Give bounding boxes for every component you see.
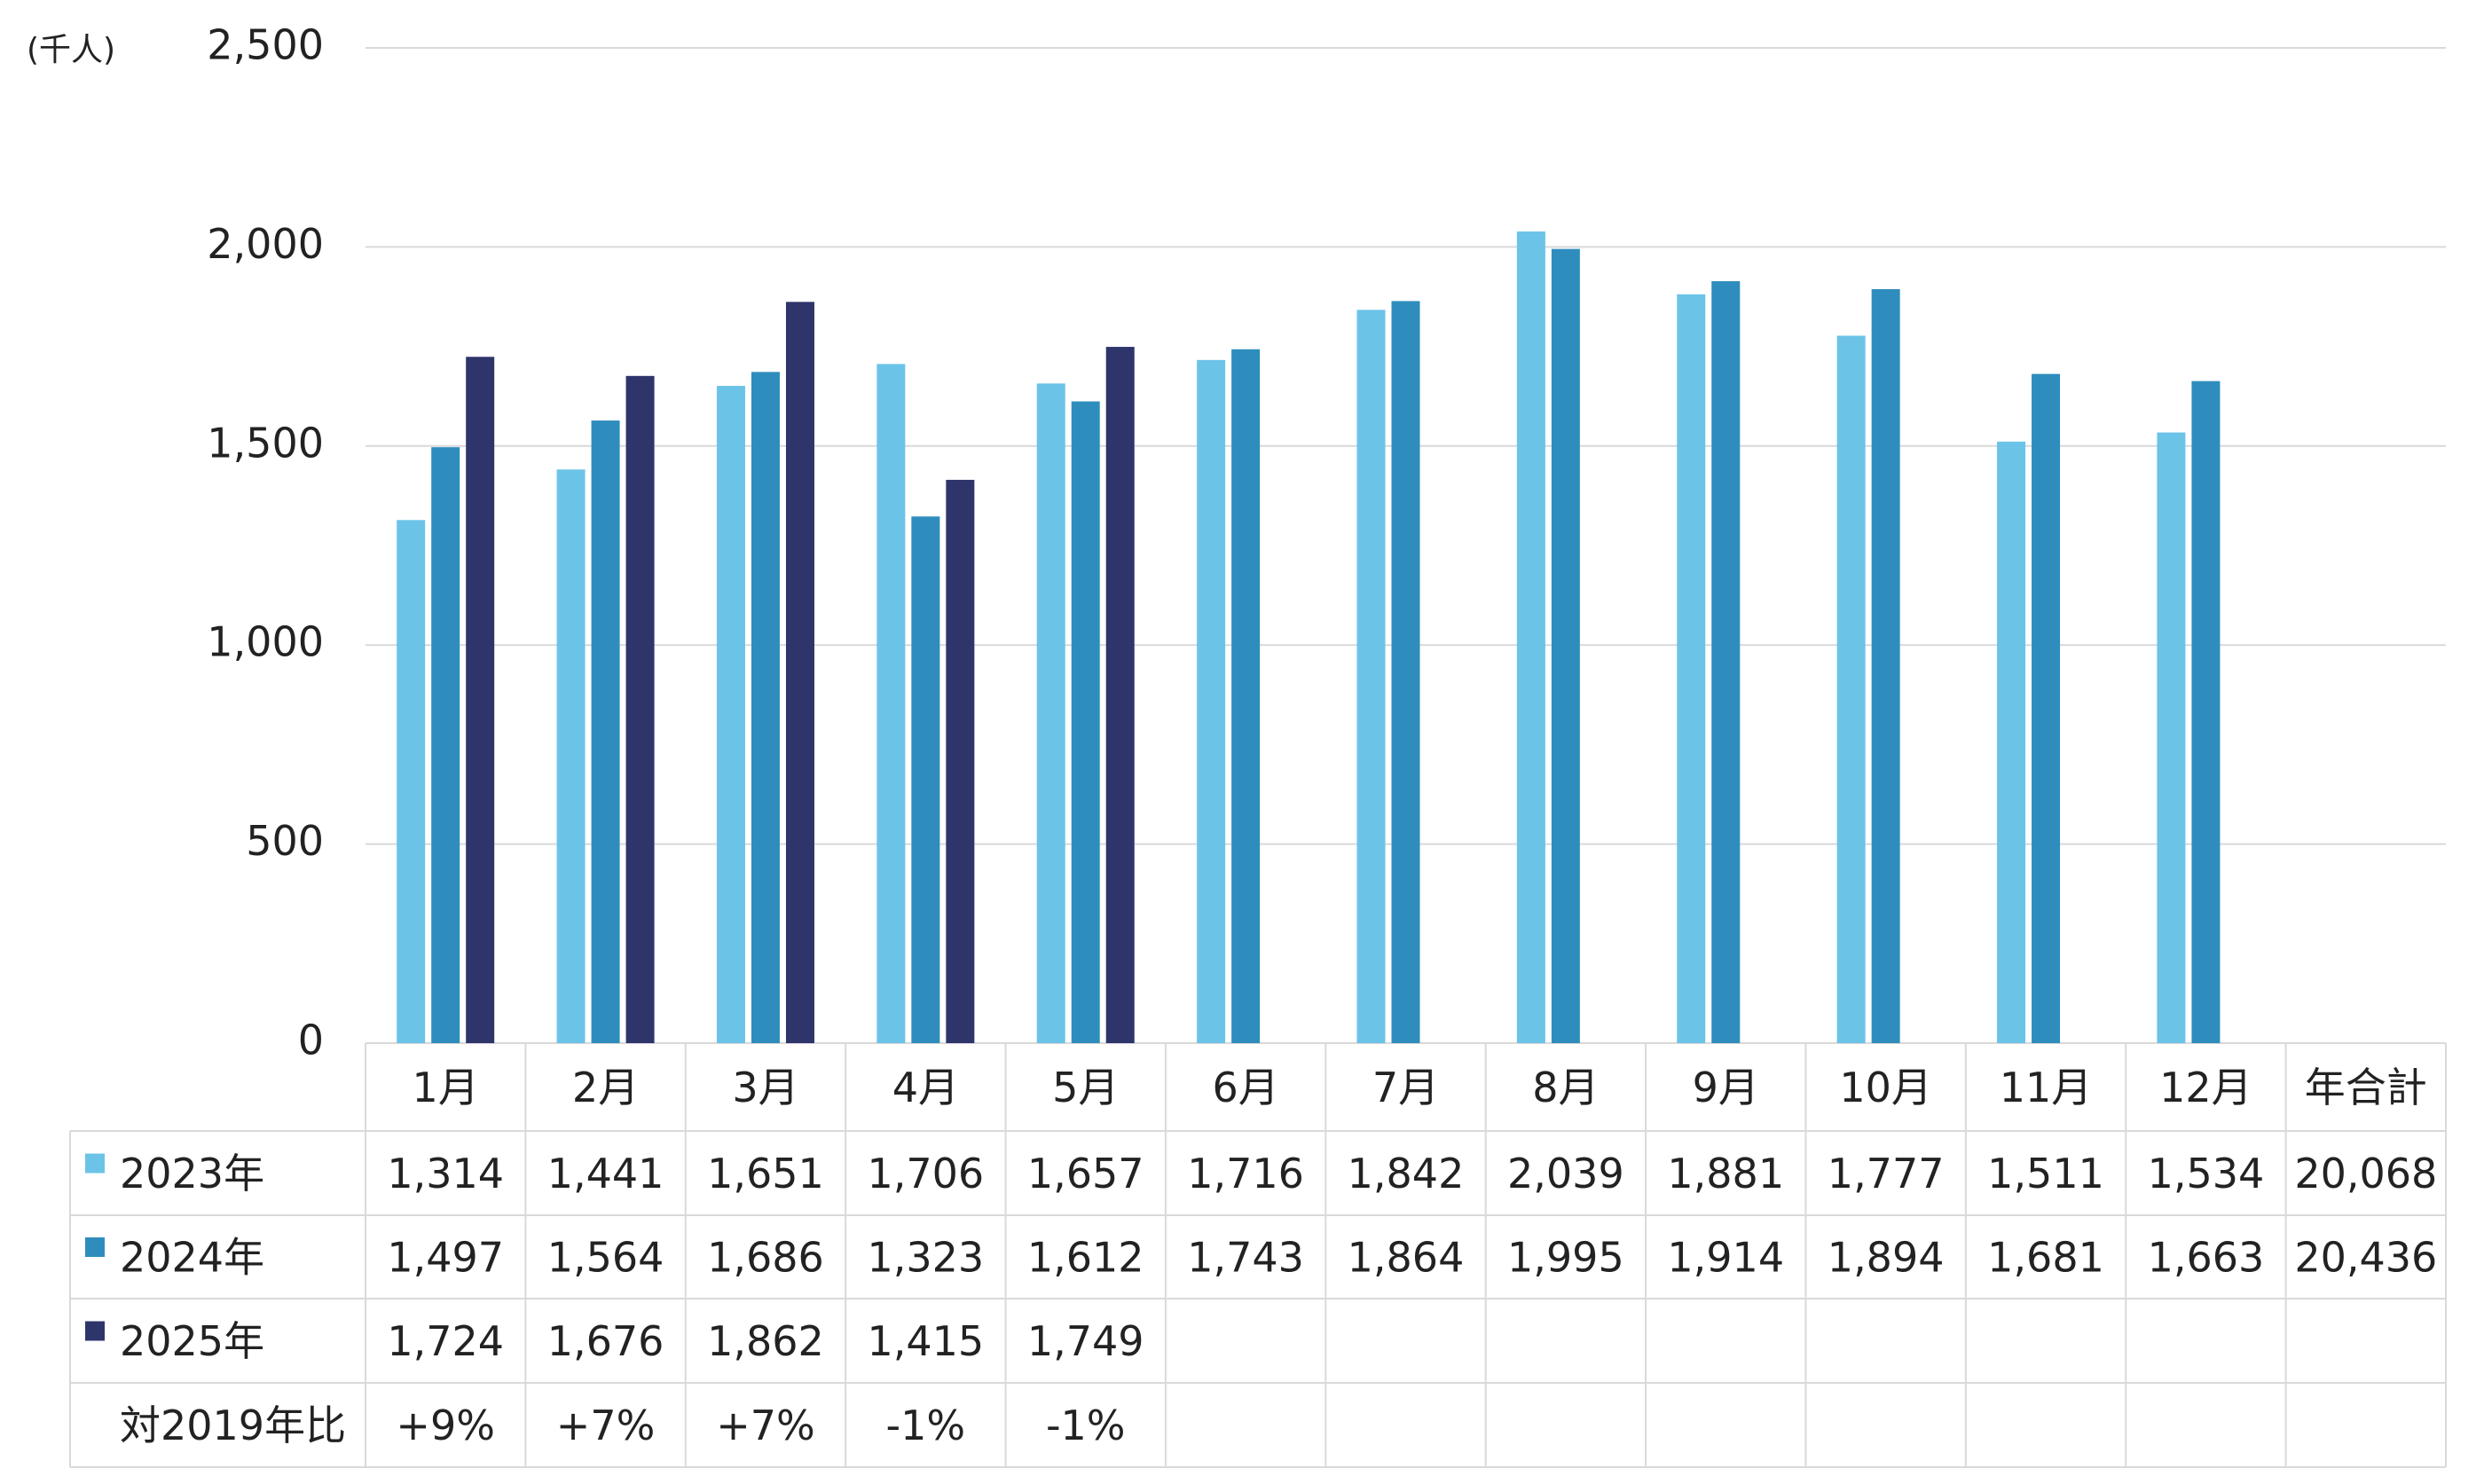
bar <box>1836 335 1866 1043</box>
legend-swatch <box>85 1321 105 1341</box>
table-value: 1,842 <box>1348 1150 1465 1197</box>
bar <box>466 357 495 1043</box>
table-value: 1,441 <box>547 1150 664 1197</box>
table-value: 1,749 <box>1027 1317 1144 1365</box>
bar <box>1197 359 1226 1043</box>
bar <box>591 420 620 1044</box>
bar <box>2191 381 2221 1043</box>
bar <box>716 386 745 1043</box>
table-value: 1,894 <box>1828 1234 1945 1282</box>
bar <box>1071 401 1100 1043</box>
legend-swatch <box>85 1237 105 1257</box>
table-value: 1,724 <box>387 1317 504 1365</box>
table-ratio: +7% <box>556 1402 656 1449</box>
x-tick-label: 1月 <box>413 1064 479 1111</box>
table-value: 1,743 <box>1187 1234 1304 1282</box>
x-tick-label: 9月 <box>1693 1064 1759 1111</box>
table-value: 1,564 <box>547 1234 664 1282</box>
y-tick-label: 2,500 <box>207 21 324 69</box>
table-value: 1,612 <box>1027 1234 1144 1282</box>
x-tick-label: 5月 <box>1052 1064 1119 1111</box>
x-tick-label: 2月 <box>572 1064 639 1111</box>
table-ratio: +9% <box>396 1402 495 1449</box>
bar <box>1231 349 1261 1044</box>
bar <box>1391 301 1420 1044</box>
bar <box>2032 373 2061 1043</box>
x-tick-label: 4月 <box>892 1064 959 1111</box>
bar <box>751 372 780 1043</box>
table-value: 1,676 <box>547 1317 664 1365</box>
legend-label: 2023年 <box>120 1150 264 1197</box>
table-total: 20,068 <box>2294 1150 2437 1197</box>
bar <box>785 302 814 1043</box>
bar <box>1871 288 1900 1044</box>
table-value: 1,995 <box>1507 1234 1624 1282</box>
bar <box>556 469 586 1043</box>
table-value: 1,716 <box>1187 1150 1304 1197</box>
table-value: 1,881 <box>1667 1150 1784 1197</box>
table-value: 1,534 <box>2148 1150 2265 1197</box>
x-tick-label: 7月 <box>1372 1064 1439 1111</box>
table-value: 1,415 <box>867 1317 984 1365</box>
table-value: 1,686 <box>707 1234 824 1282</box>
table-value: 1,651 <box>707 1150 824 1197</box>
legend-label: 2024年 <box>120 1234 264 1282</box>
bar <box>1356 310 1386 1043</box>
bar <box>397 520 426 1043</box>
x-tick-label: 10月 <box>1839 1064 1932 1111</box>
y-tick-label: 0 <box>298 1017 324 1064</box>
legend-label: 2025年 <box>120 1317 264 1365</box>
table-value: 1,314 <box>387 1150 504 1197</box>
legend-swatch <box>85 1153 105 1174</box>
y-tick-label: 2,000 <box>207 220 324 268</box>
table-value: 1,497 <box>387 1234 504 1282</box>
table-ratio: +7% <box>716 1402 815 1449</box>
bar <box>911 516 940 1043</box>
table-value: 1,777 <box>1828 1150 1945 1197</box>
table-value: 1,706 <box>867 1150 984 1197</box>
bar <box>1711 280 1741 1043</box>
bar <box>2157 432 2186 1044</box>
bar <box>1036 383 1065 1044</box>
table-value: 2,039 <box>1507 1150 1624 1197</box>
table-value: 1,663 <box>2148 1234 2265 1282</box>
table-header: 年合計 <box>2305 1064 2427 1111</box>
bar <box>1551 248 1580 1043</box>
y-tick-label: 500 <box>246 817 324 865</box>
bar <box>1516 231 1545 1043</box>
table-value: 1,681 <box>1987 1234 2104 1282</box>
x-tick-label: 8月 <box>1532 1064 1599 1111</box>
table-value: 1,864 <box>1348 1234 1465 1282</box>
table-value: 1,323 <box>867 1234 984 1282</box>
bar <box>946 479 975 1043</box>
x-tick-label: 11月 <box>2000 1064 2093 1111</box>
table-ratio: -1% <box>1046 1402 1126 1449</box>
table-value: 1,914 <box>1667 1234 1784 1282</box>
unit-label: (千人) <box>27 32 115 68</box>
bar <box>1997 441 2026 1044</box>
bar <box>1105 347 1135 1043</box>
bar <box>625 375 655 1044</box>
table-value: 1,862 <box>707 1317 824 1365</box>
y-tick-label: 1,500 <box>207 419 324 467</box>
bar <box>431 447 460 1044</box>
table-value: 1,657 <box>1027 1150 1144 1197</box>
table-ratio: -1% <box>886 1402 966 1449</box>
table-value: 1,511 <box>1987 1150 2104 1197</box>
x-tick-label: 3月 <box>732 1064 798 1111</box>
bar <box>1677 294 1706 1043</box>
x-tick-label: 6月 <box>1212 1064 1278 1111</box>
y-tick-label: 1,000 <box>207 618 324 666</box>
row-label: 対2019年比 <box>120 1402 346 1449</box>
bar <box>876 364 906 1044</box>
x-tick-label: 12月 <box>2159 1064 2252 1111</box>
table-total: 20,436 <box>2294 1234 2437 1282</box>
